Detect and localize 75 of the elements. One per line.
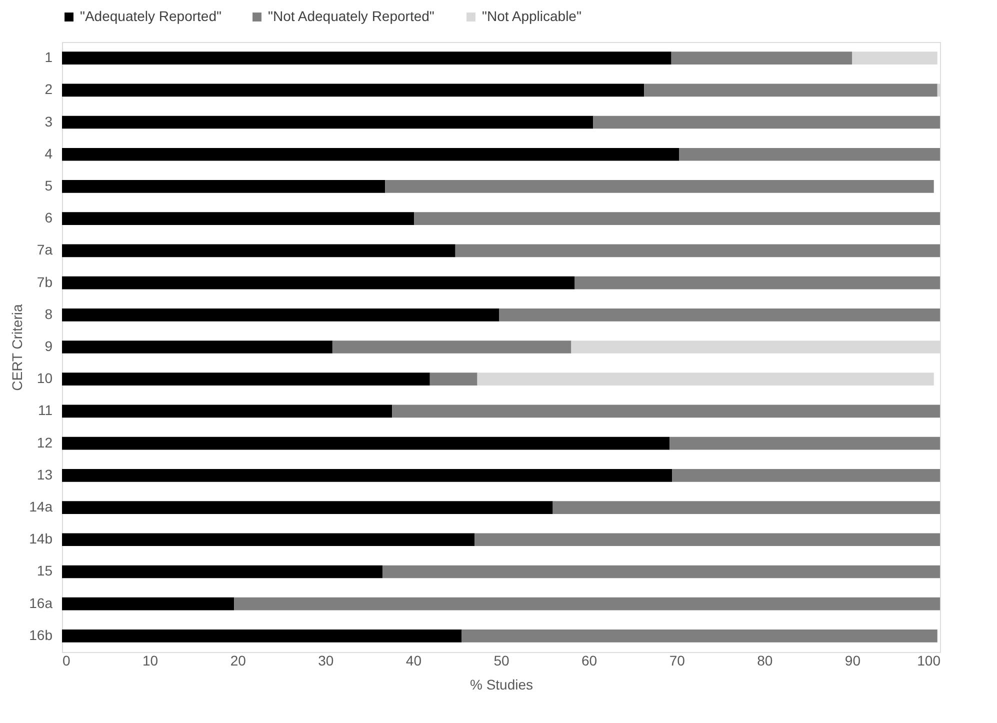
bar bbox=[332, 340, 572, 354]
bar bbox=[477, 372, 934, 386]
y-tick-label: 2 bbox=[44, 81, 53, 98]
bar bbox=[593, 116, 940, 129]
bar bbox=[62, 116, 594, 129]
bar bbox=[414, 212, 940, 225]
y-tick-label: 16a bbox=[29, 594, 53, 611]
bar bbox=[62, 212, 414, 225]
x-tick-label: 50 bbox=[494, 652, 510, 668]
bar bbox=[62, 148, 680, 161]
y-axis-title: CERT Criteria bbox=[9, 304, 26, 391]
bar bbox=[385, 180, 934, 193]
bar bbox=[679, 148, 940, 161]
x-tick-label: 0 bbox=[62, 652, 70, 668]
x-tick-label: 30 bbox=[318, 652, 334, 668]
bar bbox=[62, 533, 475, 546]
y-tick-label: 15 bbox=[36, 562, 53, 579]
y-tick-label: 3 bbox=[44, 113, 53, 130]
bar bbox=[62, 276, 575, 290]
bar bbox=[574, 276, 940, 290]
bar bbox=[62, 469, 672, 482]
bar bbox=[552, 501, 940, 514]
y-tick-label: 4 bbox=[44, 145, 53, 162]
bar bbox=[670, 436, 940, 450]
bar bbox=[62, 84, 644, 97]
legend-label: "Adequately Reported" bbox=[80, 8, 222, 24]
y-tick-label: 14b bbox=[29, 530, 53, 547]
bar bbox=[62, 52, 672, 64]
y-tick-label: 10 bbox=[36, 370, 53, 386]
bar bbox=[62, 180, 386, 193]
bar bbox=[62, 565, 382, 578]
legend-label: "Not Applicable" bbox=[482, 8, 582, 24]
bar bbox=[62, 372, 430, 386]
bar bbox=[62, 244, 456, 258]
y-tick-label: 16b bbox=[29, 626, 53, 643]
y-tick-label: 7a bbox=[36, 242, 53, 258]
x-tick-label: 20 bbox=[230, 652, 246, 668]
bar bbox=[430, 372, 478, 386]
legend-label: "Not Adequately Reported" bbox=[268, 8, 434, 24]
bar bbox=[392, 404, 940, 418]
bar bbox=[62, 501, 553, 514]
bar bbox=[62, 308, 500, 322]
y-tick-label: 6 bbox=[44, 210, 53, 226]
bar bbox=[499, 308, 940, 322]
bar bbox=[62, 597, 234, 610]
bar bbox=[62, 404, 392, 418]
y-tick-label: 13 bbox=[36, 466, 53, 482]
bar bbox=[672, 469, 940, 482]
bar bbox=[455, 244, 940, 258]
x-tick-label: 90 bbox=[844, 652, 861, 668]
bar bbox=[474, 533, 940, 546]
bar bbox=[62, 340, 332, 354]
x-tick-label: 80 bbox=[757, 652, 773, 668]
bar bbox=[382, 565, 940, 578]
bar bbox=[852, 52, 938, 64]
x-axis-title: % Studies bbox=[470, 676, 534, 692]
y-tick-label: 14a bbox=[29, 498, 53, 515]
y-tick-label: 8 bbox=[44, 306, 53, 322]
y-tick-label: 1 bbox=[44, 49, 53, 66]
y-tick-label: 7b bbox=[36, 274, 53, 290]
x-tick-label: 70 bbox=[669, 652, 686, 668]
bar bbox=[234, 597, 940, 610]
y-tick-label: 11 bbox=[38, 402, 53, 418]
x-tick-label: 60 bbox=[582, 652, 598, 668]
bar bbox=[62, 436, 670, 450]
x-tick-label: 100 bbox=[917, 652, 941, 668]
y-tick-label: 5 bbox=[44, 177, 53, 194]
bar bbox=[461, 630, 938, 642]
bar bbox=[671, 52, 852, 64]
bar bbox=[644, 84, 938, 97]
y-tick-label: 12 bbox=[36, 434, 53, 450]
x-tick-label: 40 bbox=[406, 652, 422, 668]
y-tick-label: 9 bbox=[44, 338, 53, 354]
x-tick-label: 10 bbox=[142, 652, 158, 668]
bar bbox=[62, 630, 462, 642]
